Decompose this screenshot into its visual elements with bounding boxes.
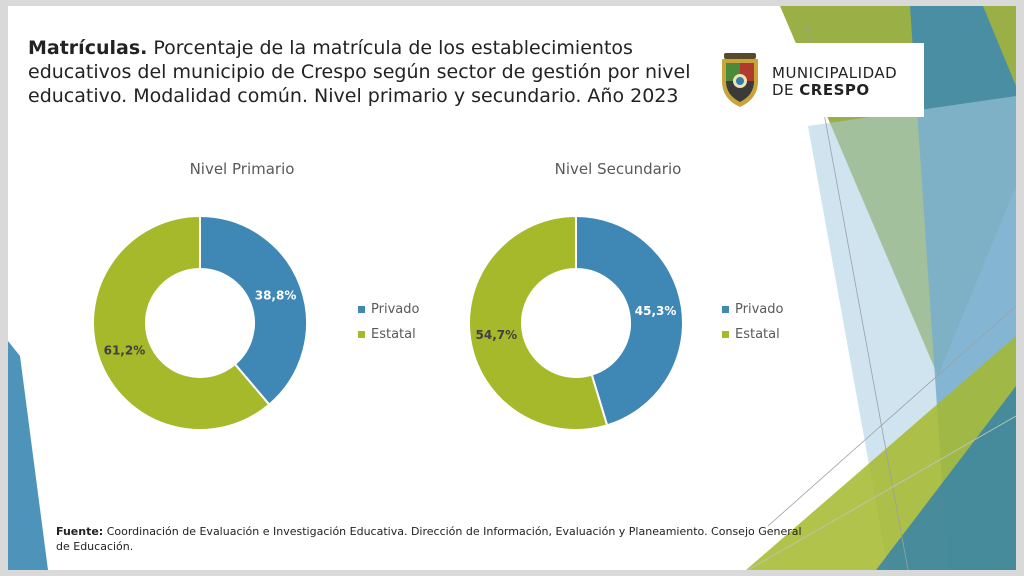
deco-line-2 <box>767 305 1016 527</box>
municipality-logo: MUNICIPALIDAD DE CRESPO <box>706 43 924 117</box>
deco-blue-bottom <box>876 386 1016 570</box>
donut-slice-privado <box>575 214 684 427</box>
source-label: Fuente: <box>56 525 104 538</box>
chart-title-primario: Nivel Primario <box>189 160 295 178</box>
source-text: Coordinación de Evaluación e Investigaci… <box>56 525 802 553</box>
legend-primario: Privado Estatal <box>358 297 419 347</box>
data-label-estatal: 61,2% <box>104 344 146 358</box>
title-text: Porcentaje de la matrícula de los establ… <box>28 37 691 107</box>
decorative-background <box>8 6 1016 570</box>
donut-chart-secundario: 45,3% 54,7% <box>468 214 684 431</box>
legend-swatch-privado <box>722 306 729 313</box>
logo-line1: MUNICIPALIDAD <box>772 64 898 82</box>
legend-label-estatal: Estatal <box>735 327 780 342</box>
legend-swatch-estatal <box>358 331 365 338</box>
slide: Matrículas. Porcentaje de la matrícula d… <box>8 6 1016 570</box>
legend-item-privado: Privado <box>358 297 419 322</box>
donut-slice-estatal <box>92 214 271 431</box>
logo-line2-a: DE <box>772 81 800 99</box>
logo-text: MUNICIPALIDAD DE CRESPO <box>772 65 897 99</box>
crest-icon <box>722 53 758 107</box>
data-label-privado: 45,3% <box>635 304 677 318</box>
legend-item-estatal: Estatal <box>722 322 783 347</box>
donut-slice-estatal <box>468 214 609 431</box>
logo-line2: DE CRESPO <box>772 82 897 99</box>
data-label-privado: 38,8% <box>255 288 297 302</box>
data-label-estatal: 54,7% <box>476 328 518 342</box>
legend-label-privado: Privado <box>735 302 784 317</box>
deco-blue-left <box>8 341 48 570</box>
legend-item-estatal: Estatal <box>358 322 419 347</box>
logo-line2-b: CRESPO <box>799 81 870 99</box>
source-note: Fuente: Coordinación de Evaluación e Inv… <box>56 524 816 554</box>
title-bold: Matrículas. <box>28 37 148 59</box>
donut-slice-privado <box>199 214 308 406</box>
legend-swatch-estatal <box>722 331 729 338</box>
legend-swatch-privado <box>358 306 365 313</box>
deco-line-3 <box>747 415 1016 570</box>
chart-title-secundario: Nivel Secundario <box>554 160 682 178</box>
legend-label-privado: Privado <box>371 302 420 317</box>
legend-secundario: Privado Estatal <box>722 297 783 347</box>
legend-label-estatal: Estatal <box>371 327 416 342</box>
legend-item-privado: Privado <box>722 297 783 322</box>
donut-chart-primario: 38,8% 61,2% <box>92 214 308 431</box>
slide-title: Matrículas. Porcentaje de la matrícula d… <box>28 36 728 108</box>
